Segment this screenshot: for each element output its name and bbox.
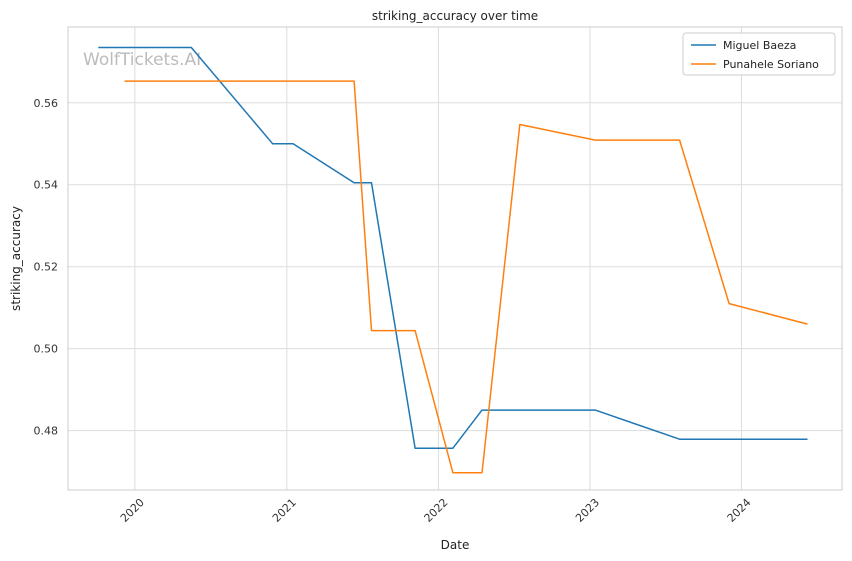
legend: Miguel Baeza Punahele Soriano (682, 32, 836, 76)
grid-lines (68, 27, 842, 490)
series-line-1 (124, 80, 808, 474)
series-line-0 (98, 46, 808, 449)
y-tick-label: 0.50 (34, 343, 59, 356)
y-tick-label: 0.54 (34, 179, 59, 192)
y-tick-label: 0.48 (34, 425, 59, 438)
plot-area (67, 26, 843, 491)
y-tick-label: 0.56 (34, 97, 59, 110)
legend-box (682, 32, 836, 76)
series-layer (98, 46, 808, 474)
watermark: WolfTickets.AI (83, 50, 201, 70)
y-tick-label: 0.52 (34, 261, 59, 274)
legend-label: Punahele Soriano (723, 58, 819, 71)
y-axis-ticks: 0.48 0.50 0.52 0.54 0.56 (34, 97, 59, 438)
x-axis-title: Date (441, 538, 470, 552)
legend-label: Miguel Baeza (723, 39, 796, 52)
y-axis-title: striking_accuracy (9, 206, 23, 311)
chart-title: striking_accuracy over time (372, 9, 538, 23)
